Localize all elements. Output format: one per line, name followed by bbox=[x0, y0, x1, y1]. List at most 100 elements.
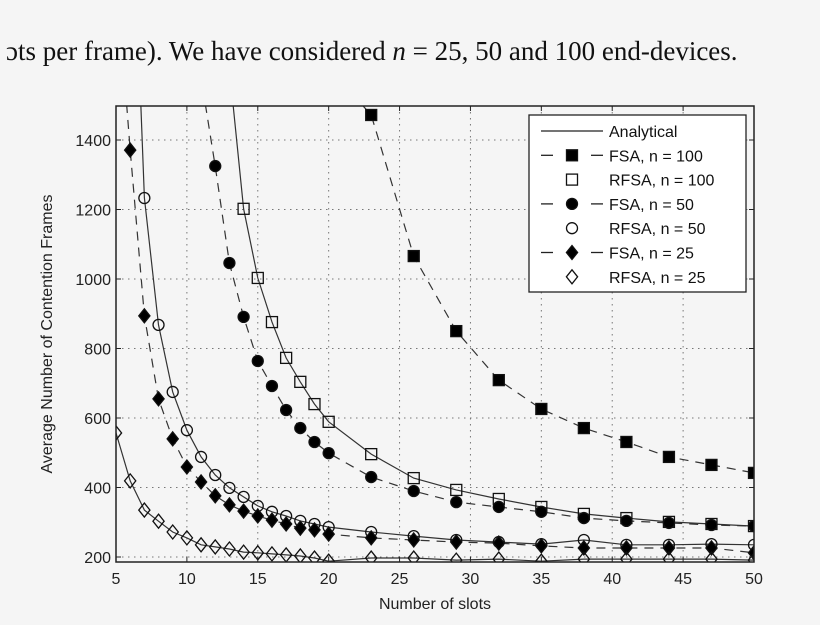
circle-marker bbox=[194, 450, 208, 464]
diamond-marker bbox=[407, 550, 421, 562]
caption-math-var: n bbox=[392, 36, 406, 66]
diamond-marker bbox=[407, 531, 421, 549]
diamond-marker bbox=[208, 487, 222, 504]
diamond-marker bbox=[166, 523, 180, 541]
y-tick-label: 1000 bbox=[75, 272, 111, 289]
square-marker bbox=[577, 421, 591, 435]
square-marker bbox=[450, 483, 463, 497]
square-marker bbox=[662, 450, 676, 464]
x-axis-label: Number of slots bbox=[379, 596, 491, 613]
circle-marker bbox=[747, 538, 754, 551]
circle-marker bbox=[251, 354, 264, 368]
diamond-marker bbox=[152, 513, 165, 530]
diamond-marker bbox=[577, 551, 591, 562]
square-marker bbox=[620, 435, 633, 449]
diamond-marker bbox=[308, 521, 321, 538]
legend-entry: FSA, n = 100 bbox=[541, 148, 703, 165]
square-marker bbox=[251, 271, 264, 285]
diamond-marker bbox=[577, 539, 591, 557]
square-marker bbox=[747, 466, 754, 480]
square-marker bbox=[407, 471, 420, 485]
legend-entry: RFSA, n = 25 bbox=[565, 268, 706, 287]
legend-label: RFSA, n = 25 bbox=[609, 270, 706, 287]
diamond-marker bbox=[492, 535, 506, 552]
plot-frame bbox=[115, 105, 755, 563]
legend-entry: Analytical bbox=[541, 124, 677, 141]
square-marker bbox=[279, 351, 293, 365]
square-marker bbox=[322, 415, 335, 428]
grid-lines bbox=[116, 106, 754, 562]
diamond-marker bbox=[265, 545, 279, 562]
series-fsa-n-25 bbox=[123, 106, 754, 561]
circle-marker bbox=[308, 435, 321, 449]
circle-marker bbox=[265, 379, 279, 393]
diamond-marker bbox=[565, 244, 579, 261]
legend-label: FSA, n = 25 bbox=[609, 246, 694, 263]
diamond-marker bbox=[222, 540, 236, 558]
diamond-marker bbox=[747, 544, 754, 561]
circle-marker bbox=[620, 514, 633, 528]
legend-entry: RFSA, n = 100 bbox=[565, 173, 714, 190]
diamond-marker bbox=[180, 458, 194, 476]
diamond-marker bbox=[449, 552, 463, 562]
diamond-marker bbox=[534, 553, 548, 562]
circle-marker bbox=[180, 424, 194, 437]
diamond-marker bbox=[222, 496, 236, 513]
y-tick-label: 400 bbox=[84, 481, 111, 498]
diamond-marker bbox=[251, 507, 265, 525]
legend-label: RFSA, n = 50 bbox=[609, 221, 706, 238]
series-fsa-n-50 bbox=[205, 106, 754, 533]
x-tick-label: 25 bbox=[391, 571, 409, 588]
square-marker bbox=[535, 402, 548, 416]
circle-marker bbox=[535, 505, 548, 518]
legend-label: Analytical bbox=[609, 124, 677, 141]
diamond-marker bbox=[705, 539, 718, 557]
circle-marker bbox=[138, 191, 151, 205]
clipped-series bbox=[116, 106, 754, 562]
x-tick-label: 50 bbox=[745, 571, 763, 588]
diamond-marker bbox=[364, 550, 378, 562]
circle-marker bbox=[565, 222, 579, 235]
dashed-line bbox=[205, 106, 754, 527]
diamond-marker bbox=[293, 547, 307, 562]
circle-marker bbox=[577, 511, 591, 525]
circle-marker bbox=[223, 256, 236, 270]
diamond-marker bbox=[364, 529, 378, 546]
dashed-line bbox=[362, 106, 754, 474]
axis-ticks: 5 10 15 20 25 30 35 40 45 50 200 400 600 800 1000 1200 1… bbox=[75, 106, 763, 588]
y-axis-label: Average Number of Contention Frames bbox=[39, 195, 56, 474]
plot-series bbox=[116, 106, 754, 562]
diamond-marker bbox=[293, 520, 307, 537]
diamond-marker bbox=[662, 539, 676, 557]
diamond-marker bbox=[279, 515, 293, 533]
caption-before: ɔts per frame). We have considered bbox=[6, 36, 393, 66]
analytical-line bbox=[116, 432, 754, 562]
circle-marker bbox=[279, 403, 293, 417]
diamond-marker bbox=[237, 544, 251, 561]
diamond-marker bbox=[137, 307, 151, 324]
circle-marker bbox=[166, 385, 179, 399]
x-tick-label: 20 bbox=[320, 571, 338, 588]
diamond-marker bbox=[265, 512, 279, 529]
circle-marker bbox=[565, 197, 579, 211]
legend-box bbox=[528, 114, 747, 293]
square-marker bbox=[365, 447, 378, 461]
square-marker bbox=[294, 375, 307, 389]
y-tick-label: 800 bbox=[84, 342, 111, 359]
x-tick-label: 45 bbox=[674, 571, 692, 588]
y-tick-label: 200 bbox=[84, 550, 111, 567]
circle-marker bbox=[322, 446, 335, 460]
x-tick-label: 5 bbox=[112, 571, 121, 588]
square-marker bbox=[265, 315, 279, 329]
square-marker bbox=[450, 324, 463, 338]
x-tick-label: 35 bbox=[532, 571, 550, 588]
diamond-marker bbox=[194, 473, 208, 490]
caption-after: = 25, 50 and 100 end-devices. bbox=[405, 36, 738, 66]
diamond-marker bbox=[152, 390, 165, 407]
legend-label: FSA, n = 50 bbox=[609, 197, 694, 214]
diamond-marker bbox=[166, 430, 180, 447]
diamond-marker bbox=[449, 534, 463, 551]
circle-marker bbox=[365, 470, 378, 484]
circle-marker bbox=[705, 518, 718, 532]
